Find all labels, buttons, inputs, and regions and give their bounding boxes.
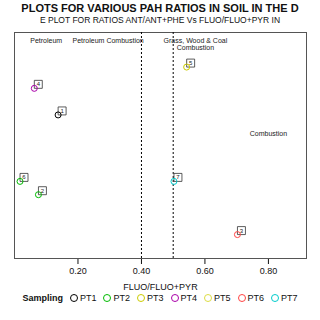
svg-text:0.80: 0.80 bbox=[260, 266, 278, 276]
svg-text:0.20: 0.20 bbox=[69, 266, 87, 276]
svg-text:1: 1 bbox=[60, 108, 64, 114]
svg-text:5: 5 bbox=[189, 60, 193, 66]
html-text:Sampling: Sampling bbox=[22, 293, 63, 303]
svg-text:Petroleum: Petroleum bbox=[30, 37, 62, 44]
svg-text:3: 3 bbox=[240, 228, 244, 234]
html-text:PLOTS FOR VARIOUS PAH RATIOS I: PLOTS FOR VARIOUS PAH RATIOS IN SOIL IN … bbox=[21, 2, 299, 14]
html-text:E PLOT FOR RATIOS ANT/ANT+PHE: E PLOT FOR RATIOS ANT/ANT+PHE Vs FLUO/FL… bbox=[39, 15, 280, 25]
svg-text:0.60: 0.60 bbox=[196, 266, 214, 276]
svg-text:Petroleum Combustion: Petroleum Combustion bbox=[73, 37, 144, 44]
html-text:PT1: PT1 bbox=[80, 293, 97, 303]
html-text:PT7: PT7 bbox=[281, 293, 298, 303]
html-text:PT6: PT6 bbox=[247, 293, 264, 303]
html-text:PT3: PT3 bbox=[147, 293, 164, 303]
svg-text:4: 4 bbox=[37, 81, 41, 87]
svg-text:Combustion: Combustion bbox=[250, 130, 287, 137]
html-text:PT2: PT2 bbox=[113, 293, 130, 303]
html-text:PT4: PT4 bbox=[180, 293, 197, 303]
svg-text:7: 7 bbox=[176, 174, 180, 180]
html-text:PT5: PT5 bbox=[214, 293, 231, 303]
svg-text:6: 6 bbox=[22, 174, 26, 180]
svg-text:FLUO/FLUO+PYR: FLUO/FLUO+PYR bbox=[123, 282, 198, 292]
svg-text:2: 2 bbox=[41, 188, 45, 194]
svg-text:Grass, Wood & CoalCombustion: Grass, Wood & CoalCombustion bbox=[164, 37, 228, 51]
svg-text:0.40: 0.40 bbox=[133, 266, 151, 276]
